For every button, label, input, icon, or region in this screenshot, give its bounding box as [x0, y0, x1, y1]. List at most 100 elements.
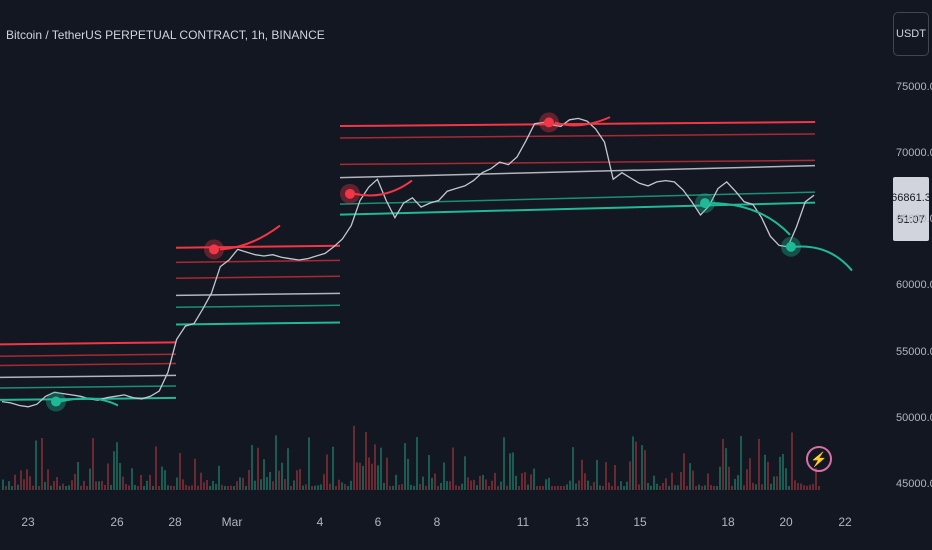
volume-bar	[668, 486, 670, 490]
volume-bar	[215, 483, 217, 490]
volume-bar	[377, 465, 379, 490]
volume-bar	[128, 485, 130, 490]
volume-bar	[647, 482, 649, 490]
volume-bar	[602, 485, 604, 490]
volume-bar	[695, 485, 697, 490]
x-tick-label: 28	[168, 515, 182, 529]
volume-bar	[275, 435, 277, 490]
volume-bar	[578, 480, 580, 490]
volume-bar	[665, 478, 667, 490]
volume-bar	[125, 484, 127, 490]
level-line	[175, 275, 341, 279]
volume-bar	[164, 470, 166, 490]
volume-bar	[797, 483, 799, 490]
volume-bar	[452, 447, 454, 490]
volume-bar	[518, 485, 520, 490]
volume-bar	[581, 459, 583, 490]
volume-bar	[476, 485, 478, 490]
x-tick-label: Mar	[221, 515, 243, 529]
bar-countdown: 51:07	[897, 214, 925, 226]
volume-bar	[770, 483, 772, 490]
volume-bar	[548, 477, 550, 490]
volume-bar	[50, 485, 52, 490]
volume-bar	[269, 471, 271, 490]
level-line	[339, 201, 816, 216]
volume-bar	[554, 485, 556, 490]
x-tick-label: 11	[516, 515, 530, 529]
volume-bar	[146, 480, 148, 490]
volume-bar	[782, 453, 784, 490]
volume-bar	[572, 447, 574, 490]
lightning-icon[interactable]: ⚡	[806, 446, 832, 472]
volume-bar	[383, 482, 385, 490]
volume-bar	[278, 470, 280, 490]
volume-bar	[386, 457, 388, 490]
volume-bar	[635, 441, 637, 490]
volume-bar	[332, 446, 334, 490]
volume-bar	[191, 485, 193, 490]
projection-curve	[219, 224, 281, 251]
volume-bar	[791, 432, 793, 490]
volume-bar	[308, 437, 310, 490]
volume-bar	[254, 480, 256, 490]
volume-bar	[590, 485, 592, 490]
volume-bar	[122, 476, 124, 490]
volume-bar	[575, 483, 577, 490]
level-line	[175, 244, 341, 249]
signal-marker	[700, 198, 710, 209]
volume-bar	[311, 485, 313, 490]
volume-bar	[692, 470, 694, 490]
volume-bar	[329, 483, 331, 490]
volume-bar	[629, 461, 631, 490]
volume-bar	[257, 447, 259, 490]
volume-bar	[512, 452, 514, 490]
volume-bar	[296, 470, 298, 490]
x-tick-label: 23	[21, 515, 35, 529]
volume-bar	[764, 454, 766, 490]
currency-button[interactable]: USDT	[893, 12, 929, 56]
volume-bar	[299, 468, 301, 490]
volume-bar	[812, 483, 814, 490]
volume-bar	[335, 485, 337, 490]
volume-bar	[803, 485, 805, 490]
volume-bar	[65, 485, 67, 490]
level-line	[175, 292, 341, 297]
volume-bar	[446, 480, 448, 490]
volume-bar	[38, 485, 40, 490]
volume-bar	[623, 485, 625, 490]
level-line	[339, 121, 816, 128]
volume-bar	[731, 485, 733, 490]
volume-bar	[530, 474, 532, 490]
volume-bar	[737, 475, 739, 490]
volume-bar	[638, 484, 640, 490]
volume-bar	[149, 474, 151, 490]
volume-bar	[323, 474, 325, 490]
volume-bar	[77, 461, 79, 490]
volume-bar	[815, 468, 817, 490]
volume-bar	[662, 482, 664, 490]
level-line	[339, 164, 816, 179]
volume-bar	[809, 484, 811, 490]
y-tick-label: 45000.0	[896, 477, 932, 490]
volume-bar	[359, 462, 361, 490]
volume-bar	[752, 482, 754, 490]
volume-bar	[611, 486, 613, 490]
level-line	[175, 321, 341, 326]
volume-bar	[659, 485, 661, 490]
volume-bar	[368, 457, 370, 490]
volume-bar	[116, 442, 118, 490]
projection-curve	[354, 179, 413, 197]
volume-bar	[290, 485, 292, 490]
volume-bar	[410, 484, 412, 490]
volume-bar	[20, 470, 22, 490]
volume-bar	[56, 476, 58, 490]
volume-bar	[320, 484, 322, 490]
volume-bar	[395, 474, 397, 490]
volume-bar	[167, 485, 169, 490]
volume-bar	[302, 485, 304, 490]
volume-bar	[143, 485, 145, 490]
volume-bar	[188, 485, 190, 490]
volume-bar	[272, 481, 274, 490]
volume-bar	[62, 483, 64, 490]
